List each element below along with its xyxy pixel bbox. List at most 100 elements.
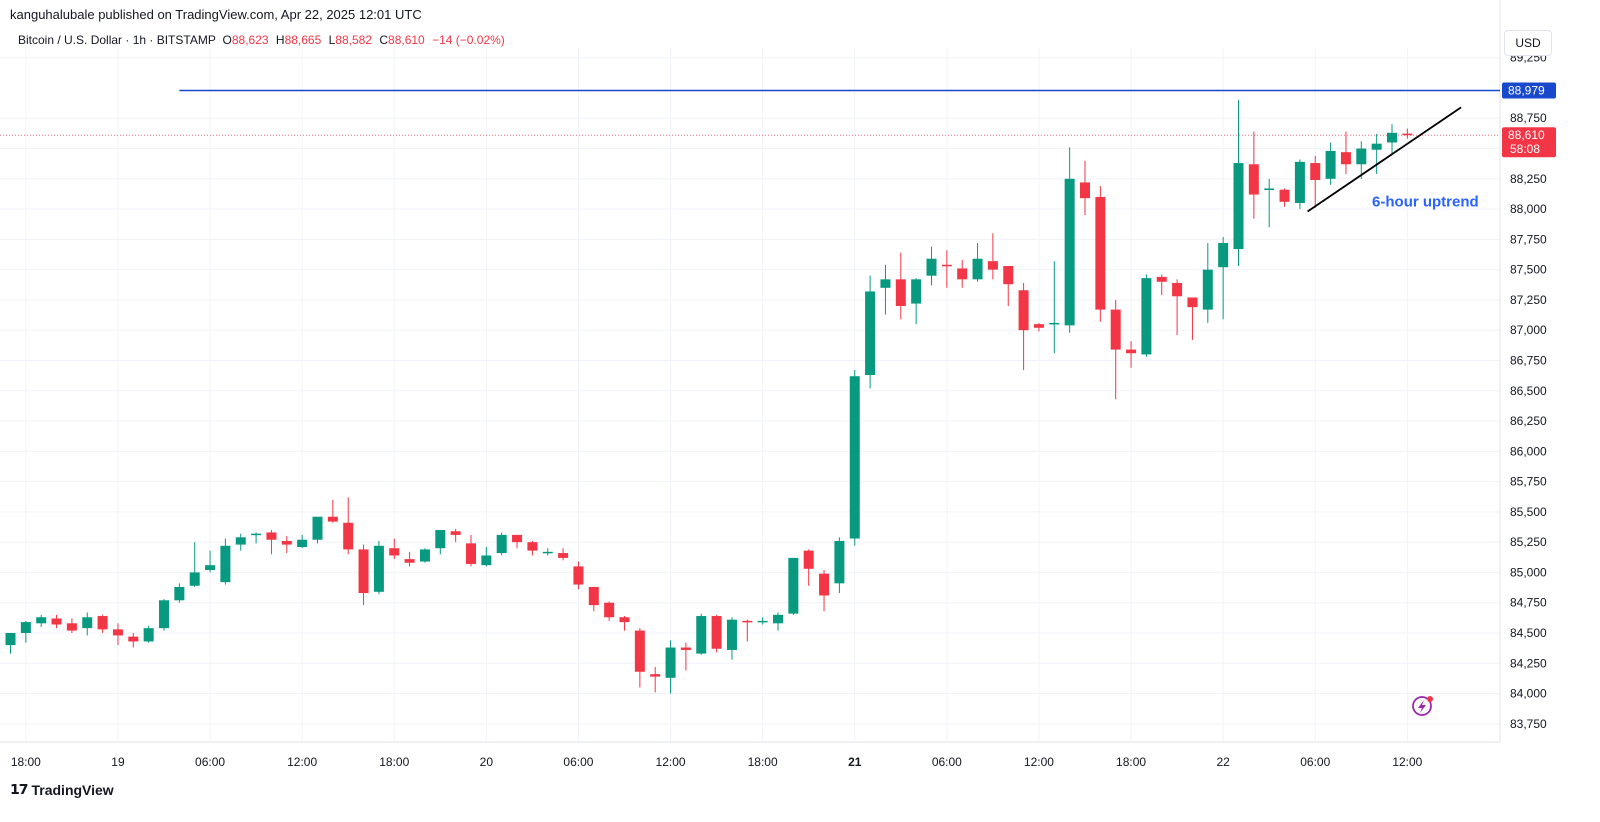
candle-body-29 [450,531,461,535]
candle-body-55 [849,376,860,539]
candle-body-13 [205,565,216,571]
y-tick-label-6: 85,250 [1510,535,1547,549]
candle-body-42 [650,674,661,677]
candle-body-21 [327,516,338,522]
y-tick-label-10: 86,250 [1510,414,1547,428]
x-tick-label-5: 20 [480,755,494,769]
currency-button[interactable]: USD [1504,30,1552,56]
y-tick-label-11: 86,500 [1510,384,1547,398]
candle-body-72 [1110,309,1121,350]
resistance-price-tag [1502,82,1556,99]
candle-body-28 [435,530,446,549]
candle-body-20 [312,516,323,540]
candle-body-69 [1064,178,1075,326]
candle-body-77 [1187,297,1198,308]
y-tick-label-15: 87,500 [1510,263,1547,277]
y-tick-label-2: 84,250 [1510,656,1547,670]
candle-body-26 [404,559,415,563]
candle-body-53 [819,573,830,596]
symbol-ohlc-line: Bitcoin / U.S. Dollar · 1h · BITSTAMP O8… [18,33,509,47]
candle-body-60 [926,258,937,276]
candle-body-1 [20,622,31,633]
candle-body-22 [343,522,354,550]
candle-body-35 [542,551,553,554]
candle-body-85 [1310,163,1321,181]
candle-body-15 [235,537,246,545]
candle-body-66 [1018,290,1029,331]
candle-body-3 [51,618,62,625]
candle-body-7 [112,629,123,636]
candle-body-71 [1095,196,1106,310]
candle-body-46 [711,616,722,649]
y-tick-label-12: 86,750 [1510,353,1547,367]
candle-body-43 [665,647,676,678]
lightning-icon[interactable] [1412,696,1433,716]
candle-body-58 [895,279,906,306]
candle-body-90 [1387,132,1397,143]
candle-body-5 [82,617,93,629]
y-tick-label-8: 85,750 [1510,475,1547,489]
candle-body-74 [1141,278,1152,355]
candle-body-61 [941,264,952,267]
x-tick-label-12: 18:00 [1116,755,1146,769]
y-tick-label-20: 88,750 [1510,111,1547,125]
candle-body-2 [36,617,47,624]
candle-body-80 [1233,163,1244,250]
x-tick-label-1: 19 [111,755,125,769]
candle-body-73 [1126,349,1137,354]
brand-name: TradingView [31,781,114,798]
candle-body-4 [66,623,77,631]
candle-body-83 [1279,189,1290,202]
tradingview-brand[interactable]: 𝟭𝟳 TradingView [10,781,114,798]
y-tick-label-14: 87,250 [1510,293,1547,307]
candle-body-41 [634,630,645,672]
candle-body-32 [496,534,507,554]
candle-body-88 [1356,148,1367,165]
candle-body-33 [512,534,523,543]
uptrend-annotation: 6-hour uptrend [1372,194,1479,211]
candle-body-64 [987,261,998,270]
candle-body-50 [773,614,783,624]
candle-body-82 [1264,188,1275,190]
y-tick-label-1: 84,000 [1510,687,1547,701]
y-tick-label-7: 85,500 [1510,505,1547,519]
y-tick-label-17: 88,000 [1510,202,1547,216]
candle-body-84 [1294,161,1305,204]
candle-body-68 [1049,322,1060,325]
candle-body-44 [680,647,691,650]
x-tick-label-13: 22 [1216,755,1230,769]
candle-body-65 [1003,266,1014,285]
y-tick-label-3: 84,500 [1510,626,1547,640]
x-tick-label-3: 12:00 [287,755,317,769]
high-label: H [275,33,285,47]
candle-body-30 [466,543,476,564]
candle-body-70 [1080,182,1090,199]
candle-body-56 [865,291,876,376]
candle-body-11 [174,586,185,601]
y-tick-label-18: 88,250 [1510,172,1547,186]
open-value: 88,623 [231,33,269,47]
x-tick-label-10: 06:00 [932,755,962,769]
candle-body-31 [481,555,492,566]
candle-body-63 [972,258,983,280]
candle-body-78 [1202,269,1213,310]
symbol-info[interactable]: Bitcoin / U.S. Dollar · 1h · BITSTAMP [18,33,216,47]
candle-body-16 [251,533,262,536]
current-price-tag [1502,127,1556,158]
candle-body-45 [696,616,707,654]
low-value: 88,582 [335,33,372,47]
candle-body-6 [97,616,108,630]
y-tick-label-9: 86,000 [1510,444,1547,458]
candle-body-52 [803,550,814,569]
candle-body-67 [1033,324,1044,328]
candle-body-10 [159,600,169,629]
y-tick-label-13: 87,000 [1510,323,1547,337]
low-label: L [328,33,336,47]
candle-body-9 [143,628,154,642]
candle-body-54 [834,540,845,584]
candle-body-14 [220,545,231,583]
candle-body-39 [604,602,615,618]
y-tick-label-0: 83,750 [1510,717,1547,731]
high-value: 88,665 [284,33,322,47]
